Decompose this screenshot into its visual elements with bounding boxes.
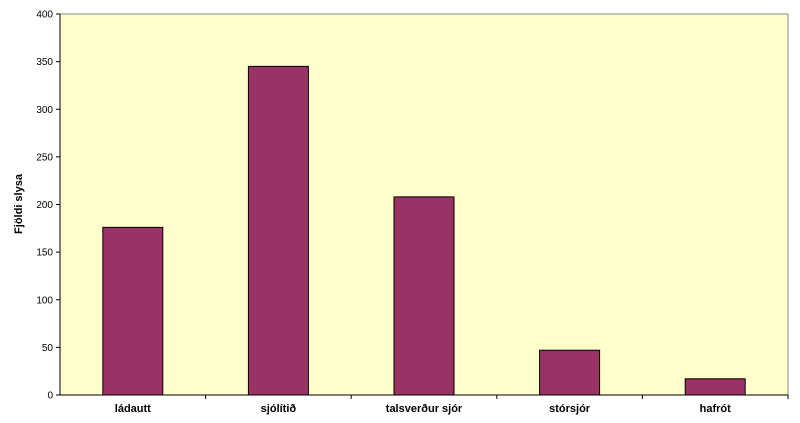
y-ticks-group: 0 50 100 150 200 250 300 350 400 xyxy=(36,10,60,402)
x-labels-group: ládautt sjólítið talsverður sjór stórsjór ha… xyxy=(115,395,789,415)
y-tick-label: 200 xyxy=(36,200,53,211)
y-tick-label: 0 xyxy=(47,391,53,402)
bar xyxy=(684,378,746,396)
bars-group xyxy=(102,65,746,396)
y-tick-label: 150 xyxy=(36,248,53,259)
bar xyxy=(102,226,164,396)
bar xyxy=(247,65,309,396)
y-tick-label: 250 xyxy=(36,152,53,163)
x-category-label: stórsjór xyxy=(549,403,591,415)
y-tick-label: 400 xyxy=(36,10,53,21)
y-tick-label: 100 xyxy=(36,295,53,306)
x-category-label: ládautt xyxy=(115,403,151,415)
y-axis-title: Fjöldi slysa xyxy=(13,173,25,234)
x-category-label: sjólítið xyxy=(261,403,297,415)
x-category-label: talsverður sjór xyxy=(386,403,463,415)
y-tick-label: 50 xyxy=(42,343,54,354)
bar xyxy=(393,196,455,396)
bar xyxy=(539,349,601,396)
x-category-label: hafrót xyxy=(700,403,732,415)
y-tick-label: 300 xyxy=(36,105,53,116)
y-tick-label: 350 xyxy=(36,57,53,68)
